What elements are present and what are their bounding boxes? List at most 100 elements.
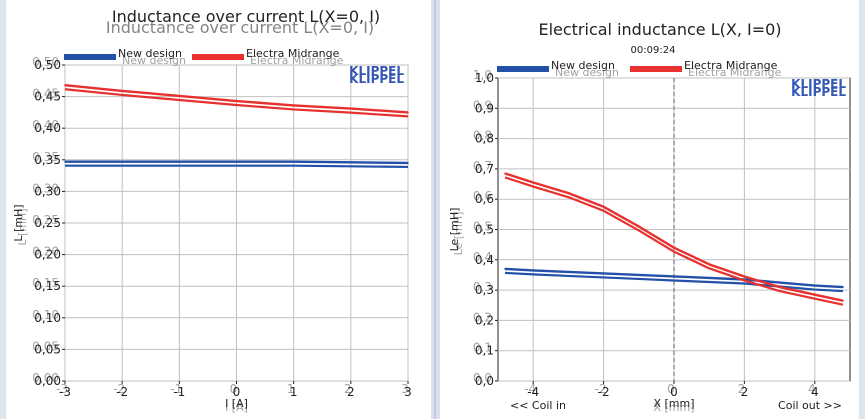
y-tick-label: 0,5 bbox=[475, 223, 494, 237]
x-tick-label: -2 bbox=[113, 382, 125, 396]
data-point bbox=[121, 160, 123, 163]
y-tick-label: 0,35 bbox=[32, 150, 59, 164]
data-point bbox=[64, 160, 66, 163]
y-tick-label: 0,7 bbox=[475, 162, 494, 176]
y-tick-label: 0,1 bbox=[473, 341, 492, 355]
watermark: KLIPPEL bbox=[349, 72, 404, 86]
y-tick-label: 0,7 bbox=[473, 159, 492, 173]
data-point bbox=[602, 272, 605, 275]
y-tick-label: 0,00 bbox=[32, 371, 59, 385]
y-tick-label: 0,45 bbox=[34, 90, 61, 104]
series-line-2-shadow bbox=[64, 88, 409, 118]
y-tick-label: 0,50 bbox=[34, 58, 61, 72]
data-point bbox=[814, 293, 816, 296]
y-tick-label: 0,40 bbox=[34, 121, 61, 135]
y-tick-label: 0,0 bbox=[473, 371, 492, 385]
x-tick-label: -3 bbox=[56, 382, 68, 396]
x-tick-label: 1 bbox=[287, 382, 295, 396]
data-point bbox=[178, 95, 181, 97]
x-tick-label: -3 bbox=[59, 385, 71, 399]
x-tick-label: -4 bbox=[527, 385, 539, 399]
series-line-1-shadow bbox=[65, 164, 409, 169]
chart-title: Electrical inductance L(X, I=0) bbox=[538, 20, 781, 39]
y-tick-label: 0,15 bbox=[32, 276, 59, 290]
legend-label-ghost: New design bbox=[122, 54, 186, 67]
y-axis-label-ghost: L [mH] bbox=[16, 208, 29, 245]
data-point bbox=[292, 104, 295, 107]
x-axis-label-ghost: X [mm] bbox=[653, 401, 694, 414]
chart-subtitle: 00:09:24 bbox=[631, 45, 676, 56]
data-point bbox=[235, 160, 238, 163]
y-tick-label: 0,20 bbox=[32, 245, 59, 259]
data-point bbox=[842, 286, 844, 288]
chart-2: 0,00,00,10,10,20,20,30,30,40,40,50,50,60… bbox=[448, 20, 851, 414]
y-tick-label: 0,05 bbox=[32, 339, 59, 353]
legend-label-2: Electra Midrange bbox=[684, 59, 778, 72]
series-line-2-shadow bbox=[504, 176, 844, 306]
y-tick-label: 0,0 bbox=[475, 374, 494, 388]
data-point bbox=[350, 161, 352, 164]
data-point bbox=[567, 192, 570, 194]
x-axis-label-ghost: I [A] bbox=[225, 401, 248, 414]
x-tick-label: -2 bbox=[598, 385, 610, 399]
x-tick-label: 0 bbox=[230, 382, 238, 396]
x-tick-label: -4 bbox=[524, 382, 536, 396]
x-tick-label: 2 bbox=[738, 382, 746, 396]
y-tick-label: 0,2 bbox=[473, 310, 492, 324]
x-axis-label: X [mm] bbox=[653, 397, 694, 410]
watermark-ghost: KLIPPEL bbox=[349, 64, 404, 78]
y-tick-label: 0,10 bbox=[34, 311, 61, 325]
y-tick-label: 0,10 bbox=[32, 308, 59, 322]
y-tick-label: 0,4 bbox=[475, 253, 494, 267]
data-point bbox=[532, 269, 534, 272]
x-tick-label: -2 bbox=[595, 382, 607, 396]
legend-label-1: New design bbox=[118, 47, 182, 60]
data-point bbox=[567, 271, 570, 273]
y-tick-label: 0,8 bbox=[475, 132, 494, 146]
data-point bbox=[407, 111, 409, 114]
y-tick-label: 0,40 bbox=[32, 118, 59, 132]
y-tick-label: 0,30 bbox=[34, 184, 61, 198]
data-point bbox=[504, 172, 506, 175]
data-point bbox=[708, 277, 710, 279]
y-tick-label: 0,3 bbox=[473, 280, 492, 294]
y-tick-label: 0,20 bbox=[34, 248, 61, 262]
x-annotation-right: Coil out >> bbox=[778, 399, 842, 412]
y-tick-label: 0,8 bbox=[473, 129, 492, 143]
data-point bbox=[235, 100, 238, 102]
y-tick-label: 0,6 bbox=[473, 189, 492, 203]
x-tick-label: 3 bbox=[404, 385, 412, 399]
data-point bbox=[121, 90, 123, 92]
data-point bbox=[638, 274, 640, 276]
y-tick-label: 0,2 bbox=[475, 313, 494, 327]
data-point bbox=[778, 286, 781, 288]
x-annotation-left: << Coil in bbox=[510, 399, 566, 412]
data-point bbox=[842, 299, 844, 302]
y-tick-label: 0,1 bbox=[475, 344, 494, 358]
chart-title: Inductance over current L(X=0, I) bbox=[112, 7, 380, 26]
legend-label-ghost: New design bbox=[555, 66, 619, 79]
x-axis-label: I [A] bbox=[225, 397, 248, 410]
y-tick-label: 0,35 bbox=[34, 153, 61, 167]
left-window-edge bbox=[0, 0, 6, 419]
watermark: KLIPPEL bbox=[791, 85, 846, 99]
y-tick-label: 0,3 bbox=[475, 283, 494, 297]
data-point bbox=[673, 246, 675, 249]
x-tick-label: 3 bbox=[401, 382, 409, 396]
y-tick-label: 0,15 bbox=[34, 279, 61, 293]
y-tick-label: 0,6 bbox=[475, 192, 494, 206]
x-tick-label: -1 bbox=[173, 385, 185, 399]
data-point bbox=[178, 160, 181, 163]
chart-1: 0,000,000,050,050,100,100,150,150,200,20… bbox=[12, 7, 412, 414]
x-tick-label: 0 bbox=[670, 385, 678, 399]
data-point bbox=[814, 284, 816, 287]
legend-swatch-2 bbox=[192, 54, 244, 60]
y-tick-label: 0,9 bbox=[475, 101, 494, 115]
y-tick-label: 0,25 bbox=[32, 213, 59, 227]
data-point bbox=[602, 205, 605, 208]
legend-label-ghost: Electra Midrange bbox=[688, 66, 782, 79]
data-point bbox=[532, 181, 534, 184]
x-tick-label: 0 bbox=[233, 385, 241, 399]
